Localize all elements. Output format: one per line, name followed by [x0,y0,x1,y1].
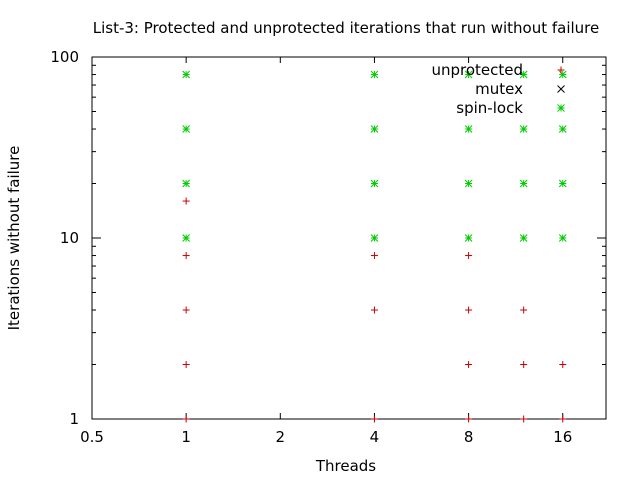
spin-lock-point [182,234,191,242]
unprotected-point [520,415,528,423]
unprotected-point [182,415,190,423]
y-axis: 1 10 100 [50,48,606,428]
spin-lock-point-stroke [519,179,528,188]
spin-lock-point-stroke [558,234,567,242]
spin-lock-point [519,234,528,242]
unprotected-point [182,252,190,260]
unprotected-point [520,306,528,314]
spin-lock-point [370,125,379,133]
unprotected-point [182,361,190,369]
spin-lock-point-stroke [464,125,473,133]
spin-lock-point-stroke [464,70,473,79]
spin-lock-point-stroke [558,179,567,188]
spin-lock-point [182,70,191,79]
unprotected-point [370,252,378,260]
spin-lock-point-stroke [182,70,191,79]
spin-lock-point-stroke [182,179,191,188]
spin-lock-point [370,234,379,242]
spin-lock-point [464,70,473,79]
spin-lock-point [519,70,528,79]
legend-label: unprotected [431,61,523,79]
spin-lock-point [370,70,379,79]
spin-lock-point-stroke [519,234,528,242]
x-tick-label: 16 [553,428,572,446]
unprotected-point [559,361,567,369]
spin-lock-point [558,125,567,133]
spin-lock-point-stroke [519,125,528,133]
plot-area-border [91,56,607,420]
spin-lock-point-stroke [558,70,567,79]
chart-title: List-3: Protected and unprotected iterat… [93,19,600,37]
y-tick-label: 10 [60,229,79,247]
unprotected-point [465,415,473,423]
spin-lock-point-stroke [558,125,567,133]
unprotected-point [465,306,473,314]
legend-label: spin-lock [456,99,523,117]
unprotected-point [182,197,190,205]
spin-lock-point [519,125,528,133]
x-axis-title: Threads [315,457,376,475]
spin-lock-point-stroke [370,125,379,133]
data-points [182,70,567,423]
legend-label: mutex [475,80,523,98]
spin-lock-point-stroke [182,125,191,133]
spin-lock-point [464,234,473,242]
spin-lock-point-stroke [370,70,379,79]
x-tick-label: 2 [276,428,286,446]
spin-lock-point [558,70,567,79]
unprotected-point [465,252,473,260]
spin-lock-point-stroke [464,234,473,242]
legend-marker [557,85,565,93]
spin-lock-point-stroke [464,179,473,188]
spin-lock-point-stroke [370,234,379,242]
spin-lock-point [464,179,473,188]
spin-lock-point-stroke [519,70,528,79]
unprotected-point [520,361,528,369]
x-tick-label: 1 [181,428,191,446]
spin-lock-point-stroke [370,179,379,188]
unprotected-point [370,415,378,423]
spin-lock-point [182,179,191,188]
x-tick-label: 0.5 [80,428,104,446]
unprotected-point [559,415,567,423]
x-tick-label: 8 [464,428,474,446]
y-tick-label: 100 [50,48,79,66]
spin-lock-point [370,179,379,188]
spin-lock-point [519,179,528,188]
legend-marker [557,66,565,74]
spin-lock-point [558,179,567,188]
unprotected-point [182,306,190,314]
spin-lock-point [464,125,473,133]
y-axis-title: Iterations without failure [5,146,23,331]
legend-marker [557,104,565,112]
spin-lock-point-stroke [182,234,191,242]
spin-lock-point [182,125,191,133]
spin-lock-point [558,234,567,242]
legend-marker-stroke [557,85,565,93]
unprotected-point [370,306,378,314]
x-tick-label: 4 [370,428,380,446]
y-tick-label: 1 [69,410,79,428]
unprotected-point [465,361,473,369]
legend-marker-stroke [557,104,565,112]
